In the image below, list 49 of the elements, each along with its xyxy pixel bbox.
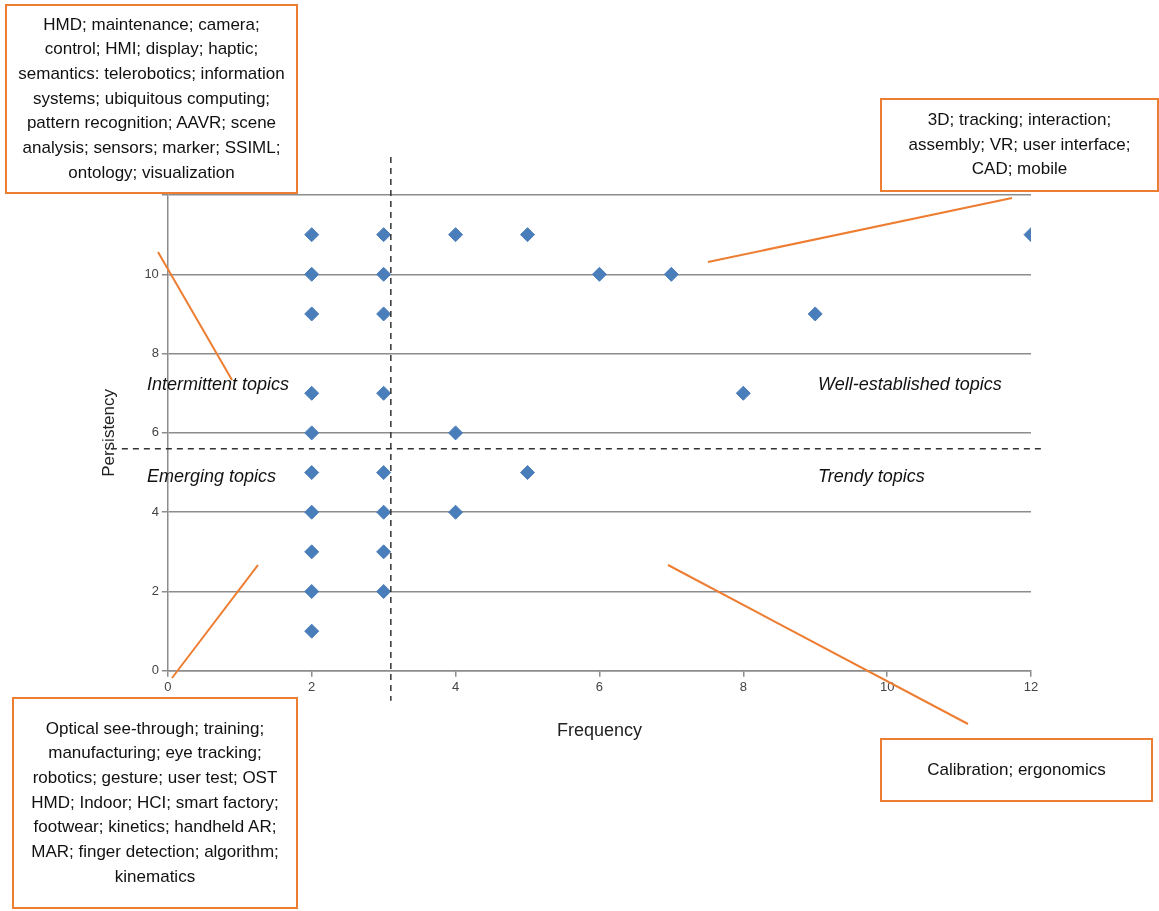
- point: [304, 465, 320, 481]
- point: [735, 385, 751, 401]
- point: [376, 504, 392, 520]
- annotation: Well-established topics: [818, 374, 1002, 394]
- point: [304, 425, 320, 441]
- text: 3D; tracking; interaction; assembly; VR; user interface; CAD; mobile: [907, 109, 1132, 181]
- point: [520, 465, 535, 481]
- point: [376, 306, 392, 322]
- annotation: Emerging topics: [147, 466, 277, 486]
- point: [448, 504, 464, 520]
- point: [304, 504, 320, 520]
- point: [448, 227, 464, 243]
- y-tick-label: 8: [151, 345, 159, 361]
- x-tick-label: 4: [451, 679, 460, 695]
- point: [304, 544, 320, 560]
- point: [591, 266, 607, 282]
- text: Optical see-through; training; manufacturing; eye tracking; robotics; gesture; user test; OST HMD; Indoor; HCI; smart factory; footwear; kinetics; handheld AR; MAR; finger detection; algorithm; kinematics: [30, 717, 280, 888]
- point: [304, 306, 320, 322]
- annotation: Trendy topics: [818, 466, 925, 486]
- x-tick-label: 0: [164, 679, 172, 695]
- point: [304, 623, 320, 639]
- y-axis-title: Persistency: [98, 388, 118, 477]
- y-tick-label: 10: [144, 265, 159, 281]
- point: [304, 227, 320, 243]
- x-tick-label: 6: [595, 679, 604, 695]
- y-tick-label: 2: [151, 583, 159, 599]
- point: [663, 266, 679, 282]
- y-tick-label: 4: [151, 503, 159, 519]
- y-tick-label: 6: [151, 424, 159, 440]
- point: [376, 266, 392, 282]
- y-tick-label: 0: [151, 662, 159, 678]
- point: [304, 385, 320, 401]
- point: [376, 227, 392, 243]
- point: [304, 266, 320, 282]
- x-tick-label: 8: [739, 679, 747, 695]
- annotation: Intermittent topics: [147, 374, 290, 394]
- text: HMD; maintenance; camera; control; HMI; display; haptic; semantics: telerobotics; information systems; ubiquitous computing; pattern recognition; AAVR; scene analysis; sensors; marker; SSIML; ontology; visualization: [17, 13, 286, 184]
- point: [376, 465, 392, 481]
- point: [376, 544, 392, 560]
- point: [304, 584, 320, 599]
- x-axis-title: Frequency: [556, 720, 642, 741]
- point: [807, 306, 823, 322]
- x-tick-label: 12: [1023, 679, 1039, 695]
- x-tick-label: 2: [308, 679, 316, 695]
- point: [448, 425, 464, 441]
- point: [376, 584, 392, 599]
- point: [520, 227, 535, 243]
- text: Calibration; ergonomics: [927, 758, 1106, 781]
- point: [376, 385, 392, 401]
